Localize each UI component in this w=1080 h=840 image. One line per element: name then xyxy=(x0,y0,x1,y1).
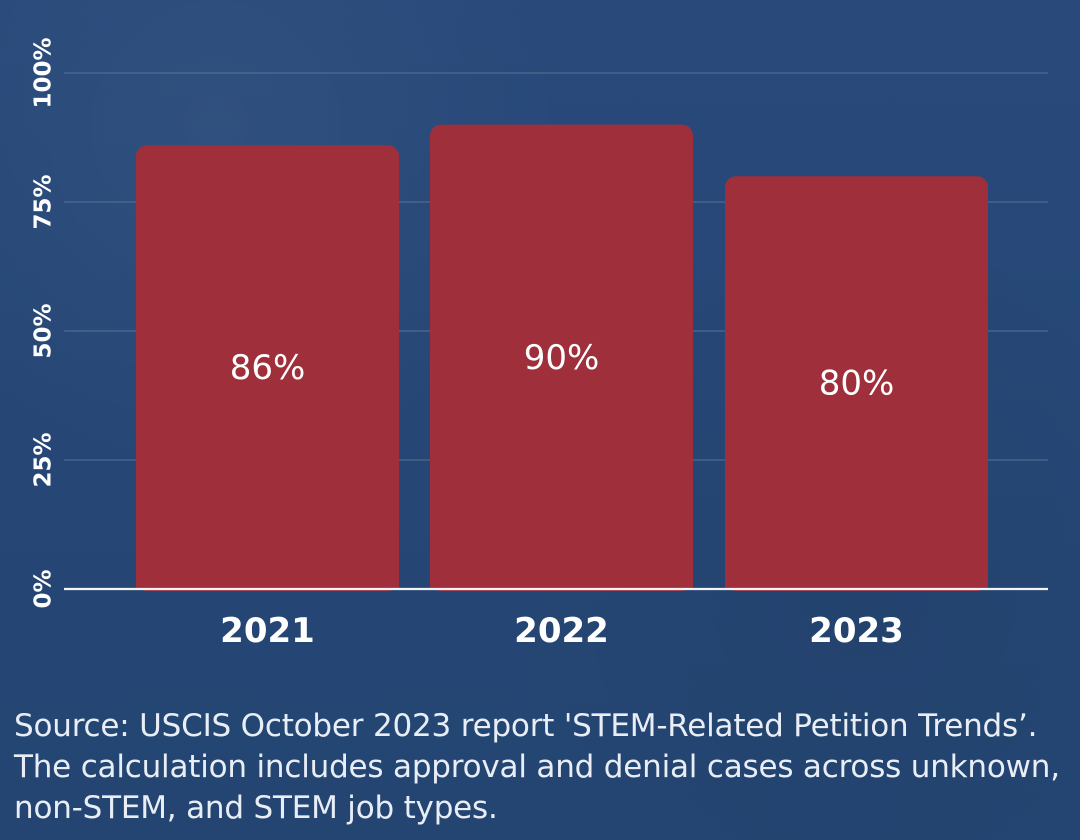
bar-value-label-2022: 90% xyxy=(524,338,600,378)
bar-chart: 86% 2021 90% 2022 80% 2023 0% 25% 50% 75% 100% xyxy=(31,37,1048,651)
y-tick-label-75: 75% xyxy=(31,174,57,229)
bar-2022 xyxy=(430,124,693,591)
bar-2023 xyxy=(725,176,988,591)
y-tick-label-100: 100% xyxy=(31,37,57,108)
x-tick-label-2022: 2022 xyxy=(514,611,609,651)
bar-value-label-2021: 86% xyxy=(230,348,306,388)
x-tick-label-2021: 2021 xyxy=(220,611,315,651)
bar-square-base-2023 xyxy=(725,577,988,589)
bar-2021 xyxy=(136,145,399,592)
source-note: Source: USCIS October 2023 report 'STEM-… xyxy=(14,708,1060,826)
x-tick-label-2023: 2023 xyxy=(809,611,904,651)
bar-square-base-2021 xyxy=(136,577,399,589)
y-tick-label-25: 25% xyxy=(31,432,57,487)
y-tick-label-0: 0% xyxy=(31,569,57,608)
y-tick-label-50: 50% xyxy=(31,303,57,358)
bar-value-label-2023: 80% xyxy=(819,364,895,404)
bar-square-base-2022 xyxy=(430,577,693,589)
